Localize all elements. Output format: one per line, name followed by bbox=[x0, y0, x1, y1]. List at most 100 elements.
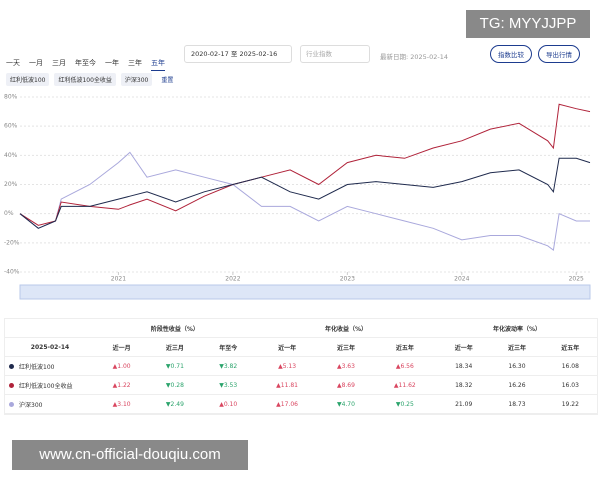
table-cell: 19.22 bbox=[543, 394, 597, 414]
x-tick-label: 2024 bbox=[454, 276, 469, 283]
cell-text: 18.34 bbox=[455, 362, 473, 370]
table-cell: ▼4.70 bbox=[319, 394, 373, 414]
group-row: 阶段性收益（%） 年化收益（%） 年化波动率（%） bbox=[5, 319, 597, 338]
period-tabs: 一天 一月 三月 年至今 一年 三年 五年 bbox=[6, 50, 174, 71]
group-header: 年化收益（%） bbox=[254, 319, 438, 338]
group-header: 阶段性收益（%） bbox=[95, 319, 255, 338]
action-button[interactable]: 导出行情 bbox=[538, 45, 580, 63]
column-header: 近一月 bbox=[95, 337, 149, 357]
table-cell: ▼0.25 bbox=[372, 394, 438, 414]
cell-text: ▲5.13 bbox=[278, 362, 297, 370]
period-tab[interactable]: 年至今 bbox=[75, 59, 96, 67]
column-header: 年至今 bbox=[201, 337, 255, 357]
table-cell: ▲3.10 bbox=[95, 394, 149, 414]
series-dot bbox=[9, 382, 14, 388]
cell-text: ▼3.53 bbox=[219, 381, 238, 389]
cell-text: 红利低波100全收益 bbox=[19, 382, 73, 390]
reset-link[interactable]: 重置 bbox=[161, 77, 174, 84]
cell-text: ▲8.69 bbox=[336, 381, 355, 389]
legend: 红利低波100 红利低波100全收益 沪深300 重置 bbox=[6, 73, 182, 86]
column-header: 近五年 bbox=[543, 337, 597, 357]
cell-text: ▲1.00 bbox=[112, 362, 131, 370]
cell-text: ▼3.82 bbox=[219, 362, 238, 370]
x-tick-label: 2025 bbox=[569, 276, 584, 283]
period-tab[interactable]: 三月 bbox=[52, 59, 66, 67]
index-select[interactable]: 行业指数 bbox=[300, 45, 370, 63]
table-cell: ▼3.82 bbox=[201, 356, 255, 376]
cell-text: 19.22 bbox=[561, 400, 579, 408]
period-tab[interactable]: 五年 bbox=[151, 59, 165, 71]
table-cell: ▲1.00 bbox=[95, 356, 149, 376]
table-cell: ▲8.69 bbox=[319, 375, 373, 395]
cell-text: 21.09 bbox=[455, 400, 473, 408]
cell-text: 16.30 bbox=[508, 362, 526, 370]
table-cell: ▲11.62 bbox=[372, 375, 438, 395]
group-cell bbox=[5, 319, 95, 338]
cell-text: ▼0.25 bbox=[395, 400, 414, 408]
column-header: 近三月 bbox=[148, 337, 202, 357]
date-start: 2020-02-17 bbox=[191, 50, 229, 58]
cell-text: ▲1.22 bbox=[112, 381, 131, 389]
table-cell: 16.03 bbox=[543, 375, 597, 395]
cell-text: ▲11.81 bbox=[276, 381, 298, 389]
table-row: 沪深300 ▲3.10 ▼2.49 ▲0.10 ▲17.06 ▼4.70 ▼0.25 21.0… bbox=[5, 394, 597, 414]
series-line bbox=[19, 103, 591, 226]
cell-text: ▲11.62 bbox=[393, 381, 416, 389]
y-tick-label: 0% bbox=[4, 210, 14, 217]
group-header: 年化波动率（%） bbox=[437, 319, 597, 338]
cell-text: 16.26 bbox=[508, 381, 526, 389]
column-header: 近一年 bbox=[254, 337, 320, 357]
legend-chip[interactable]: 红利低波100全收益 bbox=[54, 73, 116, 86]
cell-text: ▲3.63 bbox=[336, 362, 355, 370]
column-header: 近一年 bbox=[437, 337, 491, 357]
period-tab[interactable]: 一月 bbox=[29, 59, 43, 67]
cell-text: 沪深300 bbox=[19, 401, 43, 409]
period-tab[interactable]: 一年 bbox=[105, 59, 119, 67]
stats-table: 阶段性收益（%） 年化收益（%） 年化波动率（%） 2025-02-14 近一月 近三月年… bbox=[5, 319, 597, 414]
legend-chip[interactable]: 沪深300 bbox=[120, 73, 153, 86]
table-cell: 16.30 bbox=[490, 356, 544, 376]
cell-text: ▼0.71 bbox=[165, 362, 184, 370]
column-row: 2025-02-14 近一月 近三月 年至今 近一年 近三年 近五年 近一年 近三年 近五年 bbox=[5, 337, 597, 357]
table-cell: ▲1.22 bbox=[95, 375, 149, 395]
column-header: 2025-02-14 bbox=[5, 337, 95, 357]
table-cell: 16.26 bbox=[490, 375, 544, 395]
cell-text: 18.32 bbox=[455, 381, 473, 389]
navigator[interactable] bbox=[19, 284, 591, 300]
period-tab[interactable]: 三年 bbox=[128, 59, 142, 67]
table-cell: ▼2.49 bbox=[148, 394, 202, 414]
table-cell: ▲0.10 bbox=[201, 394, 255, 414]
cell-text: 18.73 bbox=[508, 400, 526, 408]
series-dot bbox=[9, 363, 14, 369]
row-label: 沪深300 bbox=[5, 394, 95, 414]
legend-chip[interactable]: 红利低波100 bbox=[6, 73, 50, 86]
table-cell: 16.08 bbox=[543, 356, 597, 376]
table-panel: 阶段性收益（%） 年化收益（%） 年化波动率（%） 2025-02-14 近一月 近三月年… bbox=[4, 318, 598, 415]
table-cell: ▼0.71 bbox=[148, 356, 202, 376]
cell-text: 16.03 bbox=[561, 381, 579, 389]
cell-text: 16.08 bbox=[561, 362, 579, 370]
table-cell: 18.34 bbox=[437, 356, 491, 376]
latest-date: 最新日期: 2025-02-14 bbox=[380, 53, 449, 61]
action-button[interactable]: 指数比较 bbox=[490, 45, 532, 63]
cell-text: ▼4.70 bbox=[336, 400, 355, 408]
cell-text: ▼0.28 bbox=[165, 381, 184, 389]
cell-text: ▼2.49 bbox=[165, 400, 184, 408]
x-tick-label: 2022 bbox=[225, 276, 240, 283]
select-placeholder: 行业指数 bbox=[306, 50, 332, 58]
date-range[interactable]: 2020-02-17 至 2025-02-16 bbox=[184, 45, 292, 63]
column-header: 近五年 bbox=[372, 337, 438, 357]
table-cell: ▲3.63 bbox=[319, 356, 373, 376]
x-tick-label: 2021 bbox=[111, 276, 126, 283]
table-cell: ▲5.13 bbox=[254, 356, 320, 376]
period-tab[interactable]: 一天 bbox=[6, 59, 20, 67]
series-line bbox=[19, 151, 590, 252]
column-header: 近三年 bbox=[490, 337, 544, 357]
table-cell: 21.09 bbox=[437, 394, 491, 414]
y-tick-label: -40% bbox=[4, 269, 20, 276]
table-cell: ▲6.56 bbox=[372, 356, 438, 376]
table-row: 红利低波100全收益 ▲1.22 ▼0.28 ▼3.53 ▲11.81 ▲8.69 ▲11.… bbox=[5, 375, 597, 395]
y-tick-label: 80% bbox=[4, 94, 18, 101]
table-cell: 18.32 bbox=[437, 375, 491, 395]
